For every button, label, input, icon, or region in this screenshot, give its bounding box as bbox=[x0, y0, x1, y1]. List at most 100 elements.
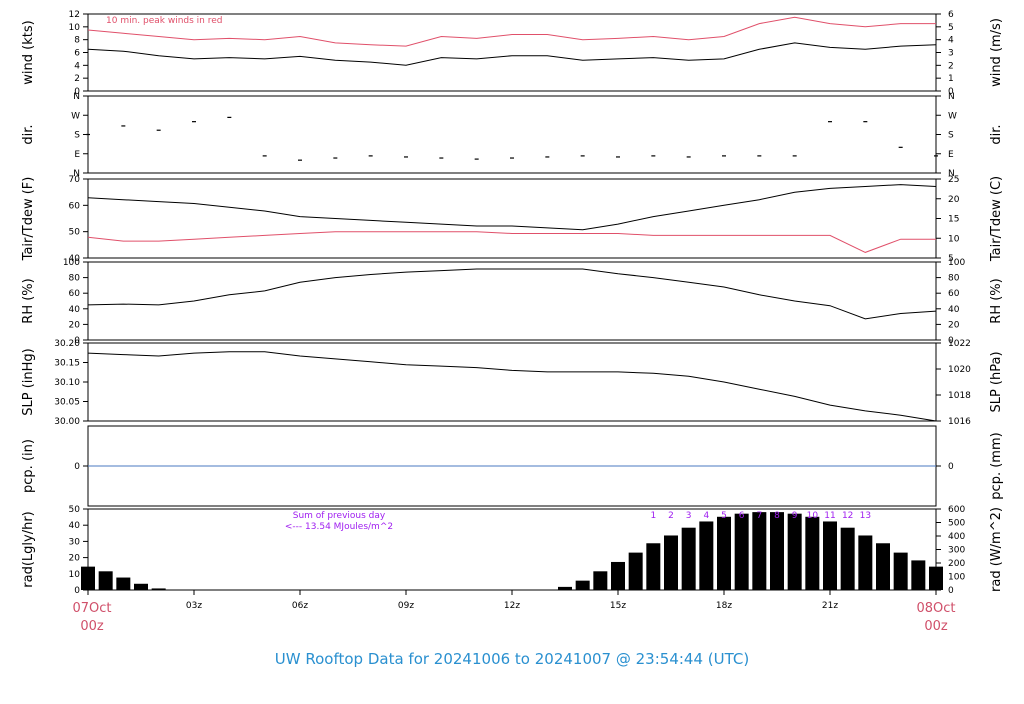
ylabel-right-rad: rad (W/m^2) bbox=[989, 507, 1004, 592]
ytick-label-right-wind: 1 bbox=[948, 74, 954, 84]
ytick-label-right-wind: 3 bbox=[948, 49, 954, 59]
ytick-label-right-wind: 2 bbox=[948, 61, 954, 71]
ytick-label-right-dir: S bbox=[948, 131, 954, 141]
ytick-label-temp: 70 bbox=[69, 175, 81, 185]
rad-bar bbox=[134, 583, 148, 590]
rad-hour-label: 8 bbox=[774, 511, 780, 521]
rad-bar bbox=[646, 543, 661, 590]
rad-bar bbox=[876, 543, 890, 590]
ytick-label-right-wind: 5 bbox=[948, 23, 954, 33]
rad-bar bbox=[98, 571, 113, 590]
series-line-rh-0 bbox=[87, 268, 937, 320]
ytick-label-right-temp: 20 bbox=[948, 195, 960, 205]
ytick-label-rad: 40 bbox=[69, 521, 81, 531]
rad-bar bbox=[593, 571, 608, 590]
end-hour-label: 00z bbox=[924, 619, 948, 634]
ylabel-pcp: pcp. (in) bbox=[21, 439, 36, 493]
ytick-label-rh: 80 bbox=[69, 274, 81, 284]
ytick-label-dir: N bbox=[73, 92, 80, 102]
ytick-label-right-rad: 300 bbox=[948, 546, 965, 556]
start-date-label: 07Oct bbox=[72, 601, 111, 616]
rad-bar bbox=[575, 580, 590, 590]
ytick-label-right-dir: N bbox=[948, 92, 955, 102]
ytick-label-right-temp: 15 bbox=[948, 215, 959, 225]
rad-hour-label: 11 bbox=[824, 511, 835, 521]
rad-bar bbox=[116, 577, 131, 590]
ylabel-rad: rad(Lgly/hr) bbox=[21, 511, 36, 587]
ytick-label-right-rad: 400 bbox=[948, 532, 965, 542]
ylabel-temp: Tair/Tdew (F) bbox=[21, 177, 36, 262]
ylabel-dir: dir. bbox=[21, 124, 36, 144]
ytick-label-rad: 20 bbox=[69, 554, 81, 564]
ytick-label-right-dir: E bbox=[948, 150, 954, 160]
rad-bar bbox=[823, 521, 837, 590]
panel-frame-dir bbox=[87, 95, 937, 174]
ytick-label-rad: 50 bbox=[69, 505, 81, 515]
rad-bar bbox=[911, 560, 926, 590]
ytick-label-right-slp: 1018 bbox=[948, 391, 971, 401]
ytick-label-slp: 30.20 bbox=[54, 339, 80, 349]
time-tick-label: 09z bbox=[398, 601, 414, 611]
ytick-label-right-dir: W bbox=[948, 111, 957, 121]
rad-bar bbox=[858, 535, 873, 590]
rad-bar bbox=[664, 535, 678, 590]
ytick-label-right-pcp: 0 bbox=[948, 462, 954, 472]
ylabel-rh: RH (%) bbox=[21, 278, 36, 323]
ytick-label-wind: 8 bbox=[74, 36, 80, 46]
rad-hour-label: 5 bbox=[721, 511, 727, 521]
series-line-temp-1 bbox=[87, 231, 936, 253]
ytick-label-wind: 4 bbox=[74, 61, 80, 71]
rad-hour-label: 9 bbox=[792, 511, 798, 521]
ytick-label-slp: 30.15 bbox=[54, 359, 80, 369]
ytick-label-right-rh: 60 bbox=[948, 289, 960, 299]
rad-hour-label: 13 bbox=[860, 511, 871, 521]
start-hour-label: 00z bbox=[80, 619, 104, 634]
rad-hour-label: 12 bbox=[842, 511, 853, 521]
rad-hour-label: 7 bbox=[756, 511, 762, 521]
ytick-label-right-rad: 0 bbox=[948, 586, 954, 596]
rad-hour-label: 3 bbox=[686, 511, 692, 521]
annotation-wind: 10 min. peak winds in red bbox=[106, 16, 223, 26]
ytick-label-temp: 50 bbox=[69, 228, 81, 238]
ytick-label-wind: 6 bbox=[74, 49, 80, 59]
ytick-label-slp: 30.05 bbox=[54, 398, 80, 408]
ytick-label-right-temp: 25 bbox=[948, 175, 959, 185]
ytick-label-dir: W bbox=[71, 111, 80, 121]
series-line-temp-0 bbox=[87, 184, 937, 231]
ytick-label-right-rh: 20 bbox=[948, 320, 960, 330]
ytick-label-rh: 0 bbox=[74, 336, 80, 346]
time-tick-label: 06z bbox=[292, 601, 308, 611]
ytick-label-rh: 60 bbox=[69, 289, 81, 299]
series-line-slp-0 bbox=[87, 351, 937, 422]
ytick-label-rh: 20 bbox=[69, 320, 81, 330]
rad-bar bbox=[558, 586, 572, 590]
rad-sum-label: Sum of previous day bbox=[293, 511, 386, 521]
ytick-label-wind: 2 bbox=[74, 74, 80, 84]
ytick-label-right-slp: 1020 bbox=[948, 365, 971, 375]
time-tick-label: 03z bbox=[186, 601, 202, 611]
ytick-label-right-slp: 1022 bbox=[948, 339, 971, 349]
rad-bar bbox=[628, 552, 643, 590]
ylabel-right-rh: RH (%) bbox=[989, 278, 1004, 323]
ytick-label-right-rh: 0 bbox=[948, 336, 954, 346]
ytick-label-rad: 0 bbox=[74, 586, 80, 596]
rad-hour-label: 1 bbox=[650, 511, 656, 521]
rad-bar bbox=[734, 513, 749, 590]
ytick-label-temp: 40 bbox=[69, 254, 81, 264]
ytick-label-dir: S bbox=[74, 131, 80, 141]
ytick-label-wind: 10 bbox=[69, 23, 81, 33]
series-line-wind-0 bbox=[87, 42, 937, 66]
ylabel-right-pcp: pcp. (mm) bbox=[989, 432, 1004, 499]
ytick-label-right-wind: 6 bbox=[948, 10, 954, 20]
ylabel-right-temp: Tair/Tdew (C) bbox=[989, 176, 1004, 262]
rad-bar bbox=[893, 552, 908, 590]
ytick-label-right-wind: 4 bbox=[948, 36, 954, 46]
ytick-label-pcp: 0 bbox=[74, 462, 80, 472]
ytick-label-right-rad: 500 bbox=[948, 519, 965, 529]
rad-bar bbox=[752, 512, 767, 590]
ytick-label-right-rad: 200 bbox=[948, 559, 965, 569]
ytick-label-right-rad: 600 bbox=[948, 505, 965, 515]
rad-bar bbox=[787, 513, 802, 590]
ytick-label-rad: 10 bbox=[69, 570, 81, 580]
